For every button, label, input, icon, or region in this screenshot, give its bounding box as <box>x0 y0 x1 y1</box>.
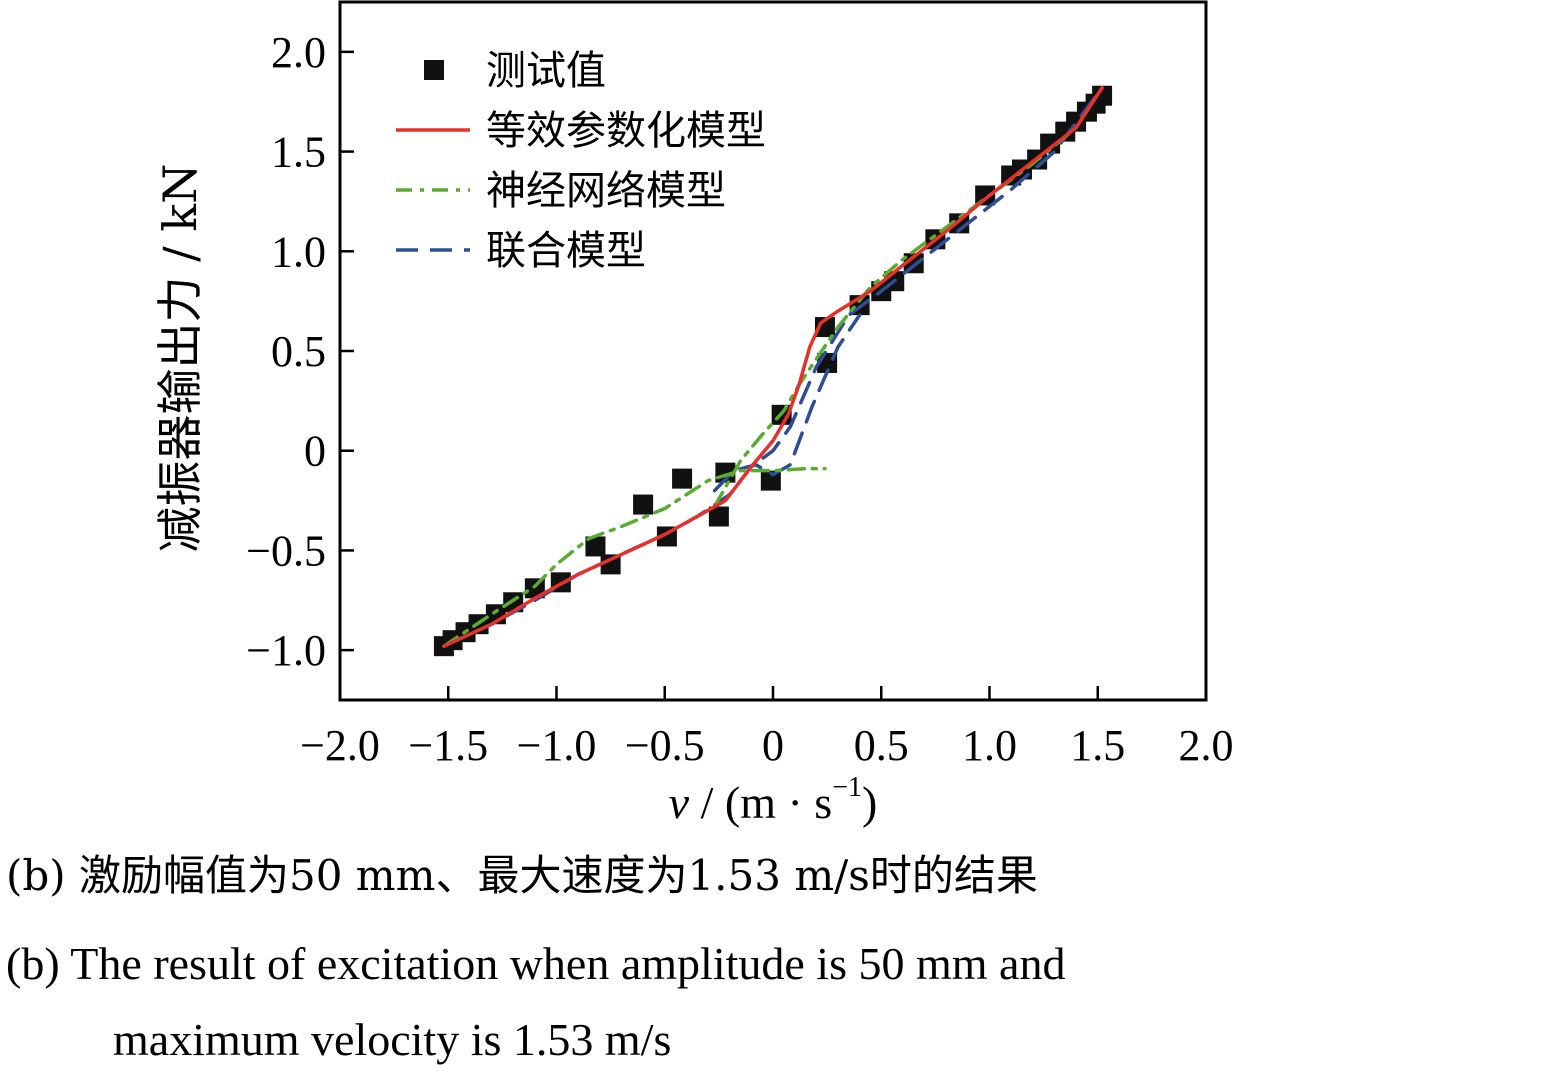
legend-label: 联合模型 <box>486 228 646 274</box>
x-axis-label: v / (m · s−1) <box>669 772 878 828</box>
series-line-1 <box>442 86 1104 648</box>
y-tick-label: −0.5 <box>246 526 326 575</box>
series-line-2 <box>442 466 827 648</box>
x-tick-label: −2.0 <box>300 721 380 770</box>
data-point <box>708 506 729 527</box>
y-axis-label: 减振器输出力 / kN <box>153 164 207 553</box>
x-tick-label: −1.5 <box>408 721 488 770</box>
data-point <box>1040 133 1061 154</box>
legend-marker <box>424 60 444 80</box>
data-point <box>1092 85 1113 106</box>
x-axis-label-close: ) <box>862 777 877 828</box>
x-axis-label-unit: / (m · s <box>689 777 832 828</box>
data-point <box>760 470 781 491</box>
y-tick-label: 1.5 <box>271 128 326 177</box>
series-line-2-branch <box>712 86 1104 509</box>
data-point <box>600 554 621 575</box>
x-tick-label: 1.5 <box>1070 721 1125 770</box>
x-axis-label-sup: −1 <box>832 772 862 803</box>
x-tick-label: 0 <box>762 721 784 770</box>
data-point <box>585 536 606 557</box>
y-tick-label: 0.5 <box>271 327 326 376</box>
axes-frame <box>338 0 1208 702</box>
x-tick-label: 2.0 <box>1179 721 1234 770</box>
y-tick-label: 0 <box>304 427 326 476</box>
y-tick-label: 2.0 <box>271 28 326 77</box>
series-line-3-branch <box>712 313 862 493</box>
chart: −2.0 −1.5 −1.0 −0.5 0 0.5 1.0 1.5 2.0 −1.0 −0.5 0 0… <box>153 0 1234 828</box>
x-tick-label: 1.0 <box>962 721 1017 770</box>
data-point <box>633 494 654 515</box>
legend-label: 等效参数化模型 <box>486 108 766 154</box>
data-point <box>672 468 693 489</box>
x-tick-label: 0.5 <box>854 721 909 770</box>
y-tick-label: 1.0 <box>271 227 326 276</box>
y-axis: −1.0 −0.5 0 0.5 1.0 1.5 2.0 <box>246 28 354 675</box>
legend-label: 神经网络模型 <box>486 168 726 214</box>
plot-frame <box>338 0 1208 702</box>
legend-label: 测试值 <box>486 48 606 94</box>
caption-english-line-1: (b) The result of excitation when amplit… <box>6 938 1066 989</box>
caption-english-line-2: maximum velocity is 1.53 m/s <box>113 1014 672 1065</box>
y-tick-label: −1.0 <box>246 626 326 675</box>
x-tick-label: −1.0 <box>517 721 597 770</box>
series-layer <box>433 85 1113 657</box>
x-tick-label: −0.5 <box>625 721 705 770</box>
x-axis: −2.0 −1.5 −1.0 −0.5 0 0.5 1.0 1.5 2.0 <box>300 686 1234 770</box>
x-axis-label-var: v <box>669 777 690 828</box>
caption-chinese: (b) 激励幅值为50 mm、最大速度为1.53 m/s时的结果 <box>6 851 1038 900</box>
